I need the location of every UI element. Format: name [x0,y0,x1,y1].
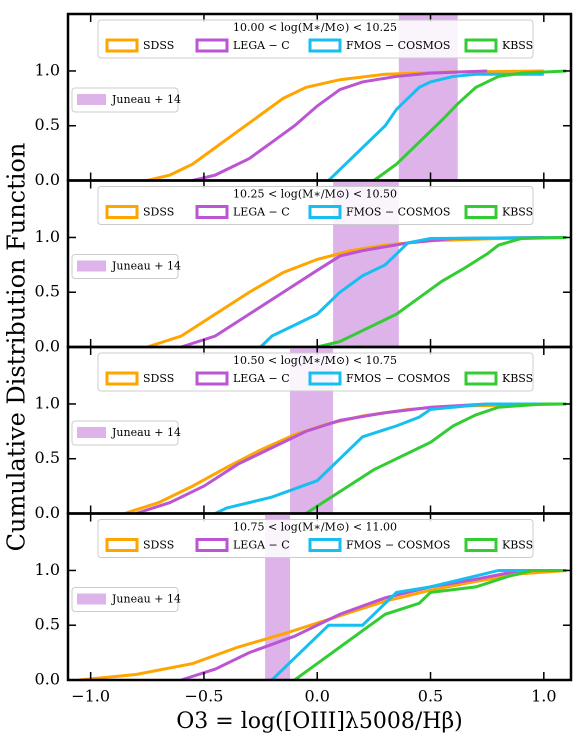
legend-title: 10.50 < log(M∗/M⊙) < 10.75 [233,354,397,367]
legend-label: SDSS [143,372,174,385]
legend-label: Juneau + 14 [111,260,181,273]
legend-label: LEGA − C [233,372,290,385]
legend-label: KBSS [502,39,533,52]
cdf-line [327,72,544,182]
legend-label: FMOS − COSMOS [346,372,450,385]
legend-label: Juneau + 14 [111,426,181,439]
legend-label: Juneau + 14 [111,593,181,606]
legend-swatch [464,38,498,53]
axes-frame [66,512,573,682]
y-tick-label: 0.5 [35,115,60,134]
legend-swatch [308,38,342,53]
legend-label: LEGA − C [233,39,290,52]
legend-swatch [195,538,229,552]
legend-label: KBSS [502,539,533,552]
y-tick-label: 0.0 [35,170,60,189]
x-tick-label: −0.5 [185,687,224,706]
cdf-line [372,69,567,182]
legend-swatch [105,538,139,552]
legend-swatch [464,538,498,552]
y-tick-label: 0.0 [35,670,60,689]
legend-swatch [195,38,229,53]
y-tick-label: 0.5 [35,448,60,467]
legend-swatch [105,205,139,219]
x-tick-label: 0.5 [418,687,443,706]
legend-swatch [308,538,342,552]
cdf-line [146,69,544,182]
legend-swatch [77,94,106,105]
legend-swatch [195,371,229,386]
legend-label: SDSS [143,39,174,52]
legend-title: 10.75 < log(M∗/M⊙) < 11.00 [233,521,397,534]
legend-label: FMOS − COSMOS [346,39,450,52]
cdf-line [192,69,488,182]
cdf-line [135,402,567,515]
x-tick-label: 1.0 [531,687,556,706]
legend-label: KBSS [502,206,533,219]
y-tick-label: 1.0 [35,60,60,79]
cdf-line [180,235,544,349]
y-tick-label: 0.0 [35,503,60,522]
cdf-line [79,568,567,682]
cdf-line [259,235,567,349]
legend-label: LEGA − C [233,539,290,552]
legend-label: KBSS [502,372,533,385]
y-tick-label: 0.5 [35,282,60,301]
cdf-line [180,568,567,682]
legend-label: FMOS − COSMOS [346,539,450,552]
legend-label: SDSS [143,206,174,219]
y-tick-label: 1.0 [35,393,60,412]
y-axis-label: Cumulative Distribution Function [3,143,31,552]
x-tick-label: −1.0 [71,687,110,706]
y-tick-label: 0.5 [35,615,60,634]
legend-label: FMOS − COSMOS [346,206,450,219]
y-tick-label: 0.0 [35,337,60,356]
legend-swatch [105,371,139,386]
cdf-line [293,568,567,682]
legend-swatch [77,593,106,605]
legend-swatch [77,427,106,438]
legend-swatch [105,38,139,53]
legend-swatch [195,205,229,219]
x-tick-label: 0.0 [305,687,330,706]
legend-title: 10.25 < log(M∗/M⊙) < 10.50 [233,188,397,201]
y-tick-label: 1.0 [35,227,60,246]
y-tick-label: 1.0 [35,560,60,579]
legend-label: SDSS [143,539,174,552]
cdf-line [316,235,567,349]
legend-title: 10.00 < log(M∗/M⊙) < 10.25 [233,21,397,34]
legend-label: Juneau + 14 [111,93,181,106]
legend-swatch [77,260,106,272]
legend-swatch [308,371,342,386]
legend-swatch [464,371,498,386]
legend-swatch [464,205,498,219]
cdf-line [270,568,567,682]
cdf-line [214,402,567,515]
x-axis-label: O3 = log([OIII]λ5008/Hβ) [176,709,463,734]
cdf-line [305,402,567,515]
legend-label: LEGA − C [233,206,290,219]
legend-swatch [308,205,342,219]
